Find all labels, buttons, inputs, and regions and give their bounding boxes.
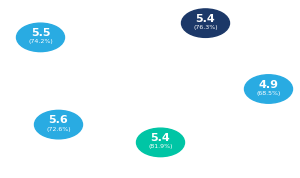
Text: 5.4: 5.4 [196, 14, 215, 24]
Text: 5.6: 5.6 [49, 115, 68, 125]
Text: (74.2%): (74.2%) [28, 39, 53, 44]
Text: (76.3%): (76.3%) [193, 25, 218, 30]
Text: (68.5%): (68.5%) [256, 91, 281, 96]
Text: (81.9%): (81.9%) [148, 144, 173, 149]
Text: 4.9: 4.9 [259, 80, 278, 90]
Text: (72.6%): (72.6%) [46, 127, 71, 132]
Text: 5.4: 5.4 [151, 133, 170, 143]
Text: 5.5: 5.5 [31, 28, 50, 38]
